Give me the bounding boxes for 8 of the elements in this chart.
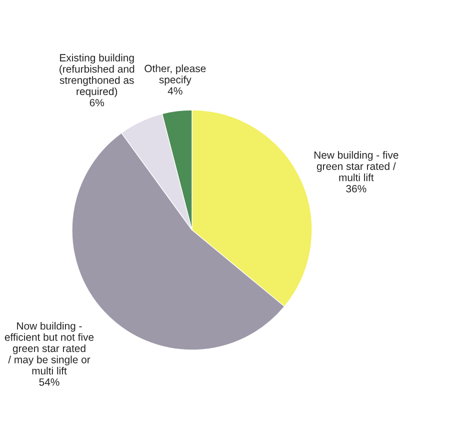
slice-label: Existing building (refurbished and strengthoned as required) bbox=[60, 54, 134, 98]
data-label: 54% bbox=[39, 378, 60, 386]
data-label: 6% bbox=[90, 98, 104, 106]
slice-label: Other, please specify bbox=[144, 64, 206, 86]
slice-label: New building - five green star rated / multi lift bbox=[314, 151, 398, 182]
data-label: 36% bbox=[346, 185, 366, 192]
slice-label: Now building - efficient but not five green star rated / may be single or multi lift bbox=[4, 322, 94, 375]
data-label: 4% bbox=[168, 87, 182, 95]
